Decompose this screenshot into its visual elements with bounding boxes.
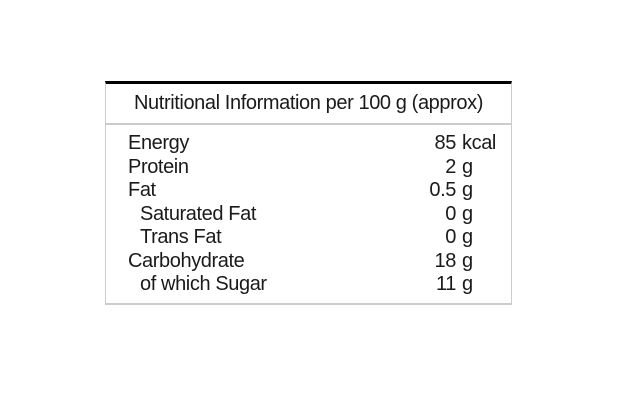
nutrient-value: 0 bbox=[445, 226, 456, 248]
nutrient-value: 11 bbox=[436, 273, 456, 295]
nutrient-label: Trans Fat bbox=[140, 226, 222, 248]
table-row: Trans Fat 0 g bbox=[106, 226, 511, 250]
table-row: Saturated Fat 0 g bbox=[106, 203, 511, 227]
nutrient-unit: g bbox=[462, 273, 473, 295]
table-body: Energy 85 kcal Protein 2 g Fat 0.5 g Saturated Fa… bbox=[106, 125, 511, 303]
table-row: of which Sugar 11 g bbox=[106, 273, 511, 297]
nutrient-value: 85 bbox=[434, 132, 457, 154]
nutrient-value: 0 bbox=[445, 202, 456, 225]
nutrient-label: Carbohydrate bbox=[128, 249, 245, 272]
table-row: Protein 2 g bbox=[106, 156, 511, 180]
nutrient-unit: g bbox=[462, 202, 473, 225]
nutrient-label: Protein bbox=[128, 155, 189, 178]
nutrient-unit: g bbox=[462, 155, 473, 178]
nutrient-unit: g bbox=[462, 179, 473, 201]
nutrient-value: 2 bbox=[445, 155, 456, 178]
nutrient-unit: g bbox=[462, 249, 473, 272]
nutrient-unit: kcal bbox=[462, 132, 496, 154]
table-title: Nutritional Information per 100 g (appro… bbox=[106, 84, 511, 125]
table-row: Fat 0.5 g bbox=[106, 179, 511, 203]
nutrient-value: 18 bbox=[434, 249, 457, 272]
nutrient-label: Energy bbox=[128, 132, 189, 154]
nutrient-label: Saturated Fat bbox=[140, 202, 256, 225]
nutrient-value: 0.5 bbox=[429, 179, 456, 201]
table-row: Carbohydrate 18 g bbox=[106, 250, 511, 274]
table-row: Energy 85 kcal bbox=[106, 132, 511, 156]
nutrient-label: Fat bbox=[128, 179, 156, 201]
nutrition-table: Nutritional Information per 100 g (appro… bbox=[105, 81, 512, 305]
nutrient-label: of which Sugar bbox=[140, 273, 267, 295]
nutrient-unit: g bbox=[462, 226, 473, 248]
